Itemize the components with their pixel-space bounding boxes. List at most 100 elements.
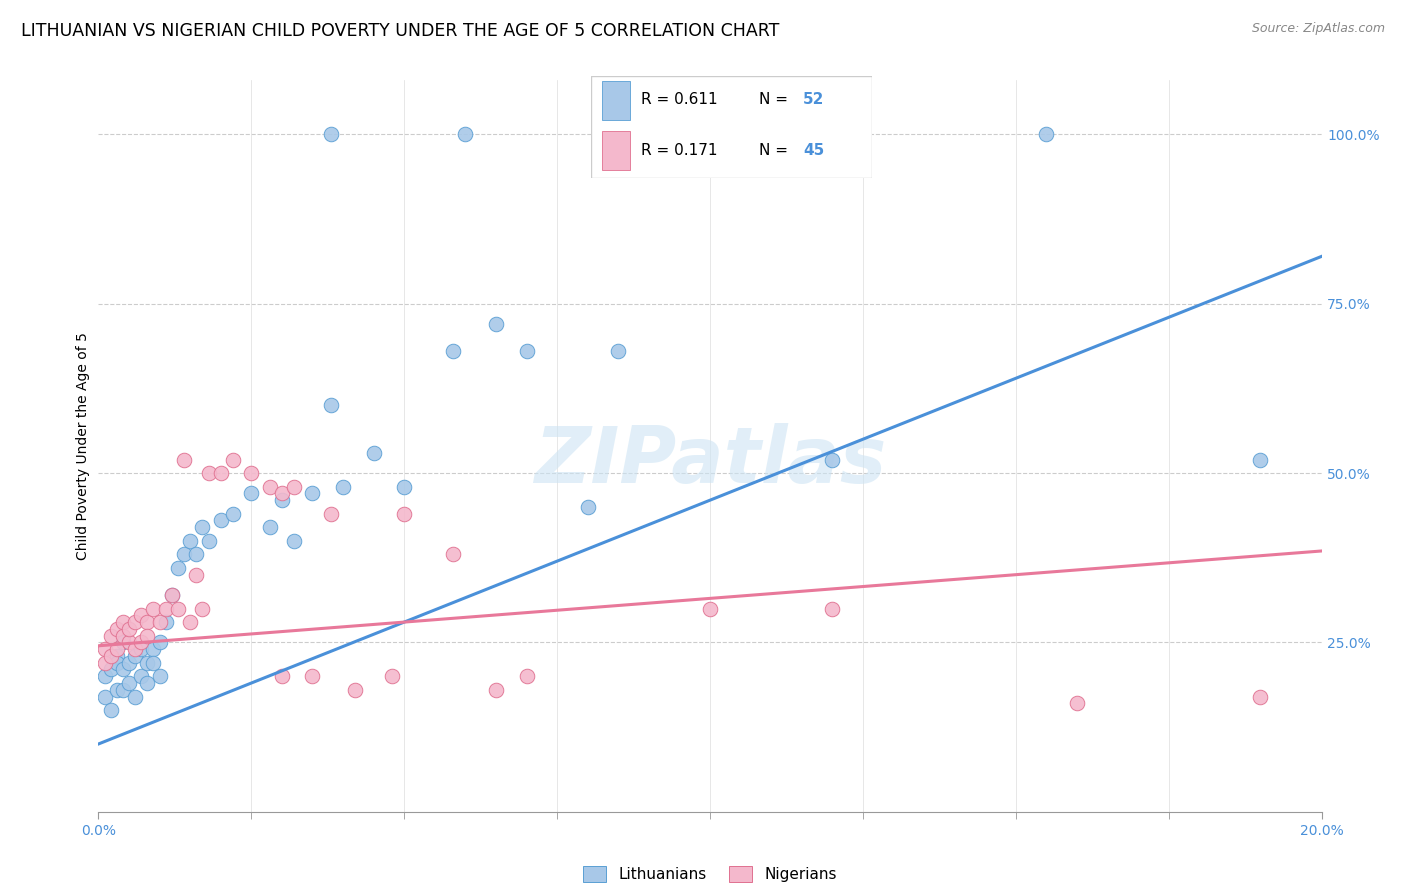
Point	[516, 669, 538, 683]
FancyBboxPatch shape	[591, 76, 872, 178]
Point	[222, 507, 245, 521]
Point	[283, 480, 305, 494]
Point	[118, 622, 141, 636]
Point	[197, 466, 219, 480]
Point	[105, 656, 128, 670]
Point	[124, 642, 146, 657]
Point	[149, 615, 172, 629]
Point	[142, 601, 165, 615]
Y-axis label: Child Poverty Under the Age of 5: Child Poverty Under the Age of 5	[76, 332, 90, 560]
Point	[124, 690, 146, 704]
Point	[209, 466, 232, 480]
Text: LITHUANIAN VS NIGERIAN CHILD POVERTY UNDER THE AGE OF 5 CORRELATION CHART: LITHUANIAN VS NIGERIAN CHILD POVERTY UND…	[21, 22, 779, 40]
Point	[222, 452, 245, 467]
Point	[129, 669, 152, 683]
Text: Source: ZipAtlas.com: Source: ZipAtlas.com	[1251, 22, 1385, 36]
Point	[454, 128, 477, 142]
Point	[111, 615, 134, 629]
Point	[301, 486, 323, 500]
Point	[124, 615, 146, 629]
Point	[105, 682, 128, 697]
Point	[381, 669, 404, 683]
Point	[301, 669, 323, 683]
Point	[319, 507, 342, 521]
Point	[167, 561, 190, 575]
Point	[240, 486, 263, 500]
Point	[209, 514, 232, 528]
Point	[129, 608, 152, 623]
Text: 52: 52	[803, 93, 824, 107]
Point	[179, 533, 201, 548]
Point	[1249, 690, 1271, 704]
Point	[179, 615, 201, 629]
Point	[392, 507, 416, 521]
Point	[105, 622, 128, 636]
Point	[93, 642, 115, 657]
Point	[160, 588, 183, 602]
Point	[441, 344, 464, 359]
Text: R = 0.171: R = 0.171	[641, 143, 717, 158]
Point	[111, 682, 134, 697]
Point	[1066, 697, 1088, 711]
Point	[607, 344, 630, 359]
Point	[270, 486, 292, 500]
Point	[155, 615, 177, 629]
Point	[100, 629, 122, 643]
Point	[111, 635, 134, 649]
Point	[191, 520, 214, 534]
Point	[344, 682, 367, 697]
Point	[319, 398, 342, 412]
Point	[259, 480, 281, 494]
Point	[160, 588, 183, 602]
Text: ZIPatlas: ZIPatlas	[534, 423, 886, 499]
Point	[392, 480, 416, 494]
Point	[149, 635, 172, 649]
Point	[821, 601, 844, 615]
Point	[441, 547, 464, 561]
Point	[173, 547, 195, 561]
Text: N =: N =	[759, 93, 789, 107]
Point	[129, 635, 152, 649]
FancyBboxPatch shape	[602, 81, 630, 120]
Point	[93, 690, 115, 704]
Point	[283, 533, 305, 548]
Point	[118, 676, 141, 690]
Point	[111, 663, 134, 677]
Point	[270, 493, 292, 508]
Point	[136, 615, 159, 629]
Point	[191, 601, 214, 615]
Point	[100, 648, 122, 663]
Point	[699, 601, 721, 615]
Point	[93, 669, 115, 683]
FancyBboxPatch shape	[602, 131, 630, 170]
Point	[111, 629, 134, 643]
Point	[155, 601, 177, 615]
Point	[93, 656, 115, 670]
Text: 45: 45	[803, 143, 824, 158]
Point	[1035, 128, 1057, 142]
Point	[118, 635, 141, 649]
Text: N =: N =	[759, 143, 789, 158]
Text: R = 0.611: R = 0.611	[641, 93, 717, 107]
Point	[167, 601, 190, 615]
Point	[136, 676, 159, 690]
Point	[129, 642, 152, 657]
Point	[100, 663, 122, 677]
Point	[270, 669, 292, 683]
Point	[332, 480, 354, 494]
Point	[173, 452, 195, 467]
Point	[576, 500, 599, 514]
Point	[821, 452, 844, 467]
Point	[105, 642, 128, 657]
Point	[259, 520, 281, 534]
Point	[124, 648, 146, 663]
Point	[1249, 452, 1271, 467]
Point	[516, 344, 538, 359]
Point	[363, 446, 385, 460]
Point	[485, 682, 508, 697]
Point	[319, 128, 342, 142]
Point	[240, 466, 263, 480]
Point	[105, 648, 128, 663]
Point	[136, 656, 159, 670]
Point	[186, 567, 208, 582]
